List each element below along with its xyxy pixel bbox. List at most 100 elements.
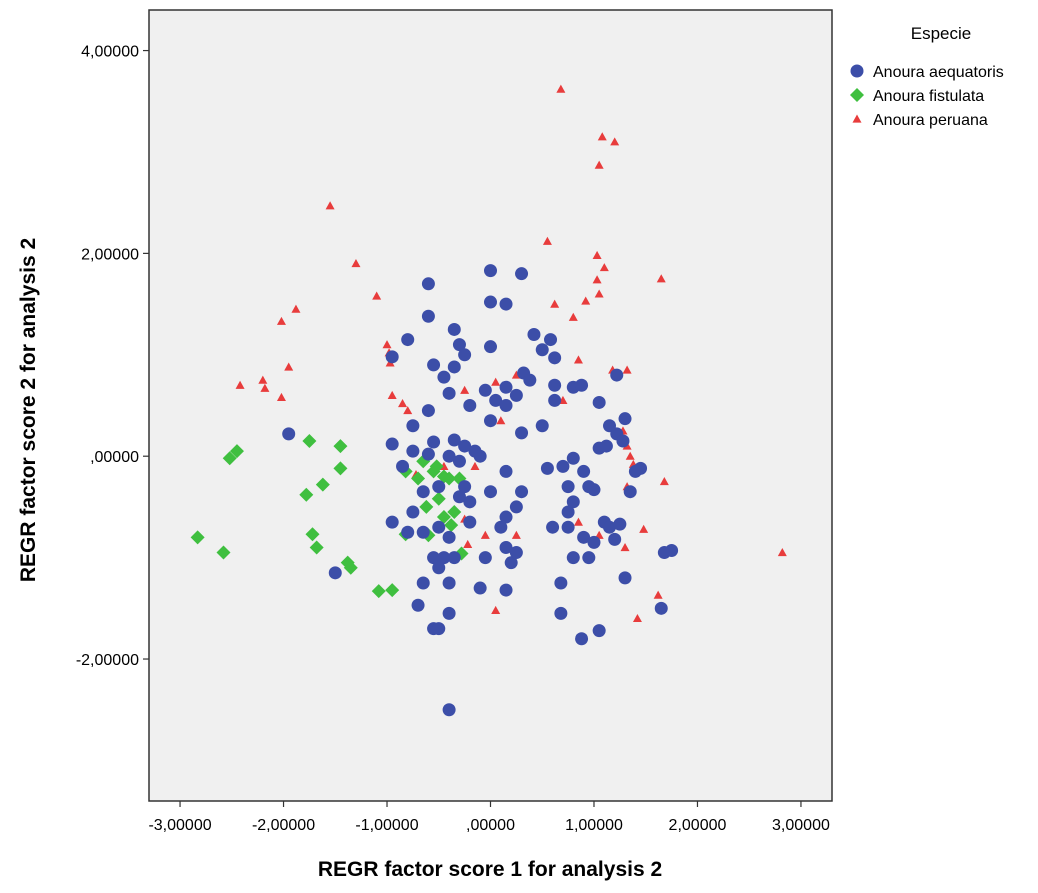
- data-point: [452, 454, 466, 468]
- data-point: [458, 439, 472, 453]
- data-point: [452, 490, 466, 504]
- data-point: [622, 365, 632, 374]
- data-point: [452, 338, 466, 352]
- data-point: [427, 435, 441, 449]
- data-point: [260, 383, 270, 392]
- data-point: [403, 406, 413, 415]
- data-point: [561, 480, 575, 494]
- data-point: [613, 517, 627, 531]
- data-point: [582, 551, 596, 565]
- data-point: [478, 383, 492, 397]
- data-point: [463, 539, 473, 549]
- data-point: [515, 426, 529, 440]
- data-point: [328, 566, 342, 580]
- data-point: [592, 250, 602, 260]
- data-point: [515, 485, 529, 499]
- data-point: [527, 328, 541, 342]
- data-point: [411, 471, 426, 486]
- data-point: [416, 525, 430, 539]
- data-point: [546, 520, 560, 534]
- data-point: [401, 333, 415, 347]
- x-tick-label: ,00000: [466, 817, 515, 834]
- data-point: [599, 439, 613, 453]
- data-point: [463, 515, 477, 529]
- data-point: [499, 380, 513, 394]
- data-point: [419, 499, 434, 514]
- data-point: [385, 515, 399, 529]
- data-point: [577, 464, 591, 478]
- legend-item: Anoura peruana: [852, 112, 988, 129]
- data-point: [387, 390, 397, 399]
- data-point: [511, 530, 521, 539]
- data-point: [305, 527, 320, 542]
- data-point: [406, 505, 420, 519]
- data-point: [258, 375, 268, 384]
- data-point: [625, 451, 635, 460]
- data-point: [592, 624, 606, 638]
- legend: Especie Anoura aequatoris Anoura fistulat…: [850, 24, 1004, 129]
- data-point: [592, 275, 602, 284]
- data-point: [401, 525, 415, 539]
- data-point: [333, 461, 348, 476]
- data-point: [229, 444, 244, 459]
- data-point: [556, 84, 566, 93]
- data-point: [566, 451, 580, 465]
- legend-item: Anoura fistulata: [850, 88, 984, 105]
- x-tick-label: -2,00000: [252, 817, 315, 834]
- data-point: [470, 461, 480, 470]
- legend-marker: [850, 64, 864, 78]
- data-point: [421, 447, 435, 461]
- data-point: [573, 517, 583, 526]
- data-point: [432, 622, 446, 636]
- data-point: [276, 316, 286, 325]
- data-point: [548, 393, 562, 407]
- data-point: [509, 500, 523, 514]
- data-point: [396, 459, 410, 473]
- data-point: [566, 551, 580, 565]
- data-point: [478, 551, 492, 565]
- data-point: [385, 437, 399, 451]
- data-point: [447, 360, 461, 374]
- legend-label: Anoura fistulata: [873, 88, 984, 105]
- data-point: [325, 201, 335, 210]
- data-point: [437, 370, 451, 384]
- data-point: [554, 576, 568, 590]
- data-point: [561, 505, 575, 519]
- data-point: [436, 510, 451, 525]
- data-point: [499, 399, 513, 412]
- data-point: [523, 373, 537, 387]
- data-point: [499, 510, 513, 524]
- data-point: [480, 530, 490, 539]
- data-point: [484, 340, 497, 354]
- y-axis-title: REGR factor score 2 for analysis 2: [17, 238, 40, 582]
- data-point: [315, 477, 330, 492]
- data-point: [592, 395, 606, 409]
- y-axis: -2,00000 ,00000 2,00000 4,00000: [76, 44, 149, 669]
- data-point: [460, 385, 470, 394]
- data-point: [216, 545, 231, 560]
- x-tick-label: -3,00000: [148, 817, 211, 834]
- data-point: [594, 160, 604, 169]
- legend-marker: [850, 88, 864, 102]
- data-point: [484, 264, 497, 278]
- data-point: [427, 358, 441, 372]
- data-point: [597, 132, 607, 141]
- data-point: [568, 312, 578, 321]
- data-point: [654, 601, 668, 615]
- data-point: [587, 535, 601, 549]
- data-point: [489, 393, 503, 407]
- data-point: [371, 584, 386, 599]
- data-point: [463, 495, 477, 509]
- data-point: [432, 520, 446, 534]
- data-point: [618, 571, 632, 585]
- data-point: [458, 480, 472, 494]
- data-point: [587, 483, 601, 497]
- data-point: [385, 350, 399, 364]
- data-point: [639, 524, 649, 533]
- data-point: [458, 348, 472, 362]
- series-circle: [282, 264, 679, 717]
- data-point: [548, 351, 562, 365]
- data-point: [515, 267, 529, 281]
- data-point: [431, 491, 446, 506]
